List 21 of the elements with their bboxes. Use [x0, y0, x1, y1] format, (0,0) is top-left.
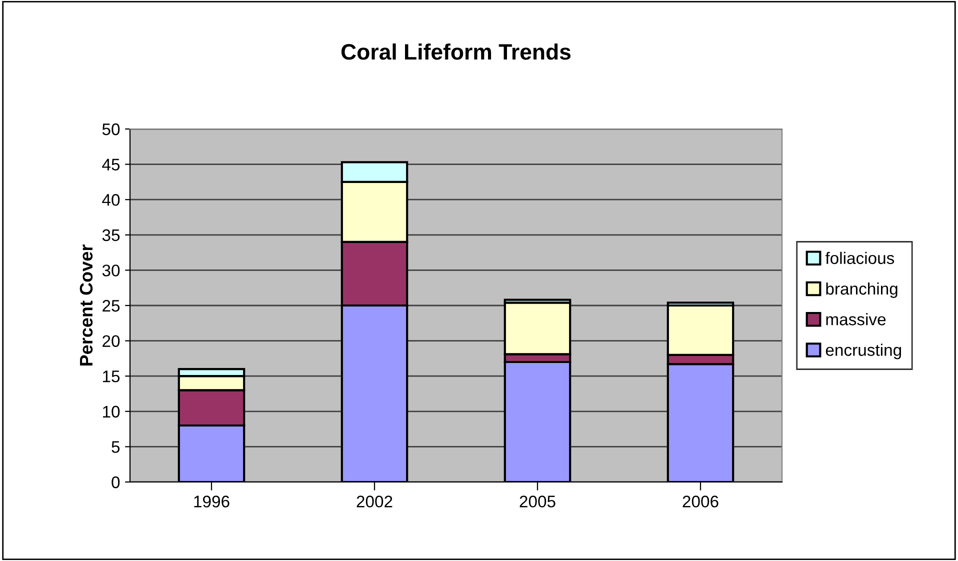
y-tick-label: 35 [102, 229, 120, 242]
y-tick-label: 50 [102, 123, 120, 136]
y-tick-label: 25 [102, 300, 120, 312]
legend-label: branching [826, 282, 898, 298]
y-axis-title: Percent Cover [80, 244, 93, 366]
x-tick-label: 2002 [356, 496, 392, 508]
y-tick-label: 30 [102, 264, 120, 276]
y-tick-label: 40 [102, 194, 120, 206]
x-tick-label: 2006 [682, 496, 718, 508]
y-tick-label: 15 [103, 370, 120, 382]
x-tick-label: 1996 [194, 496, 230, 508]
y-tick-label: 45 [102, 158, 120, 171]
legend-label: foliacious [825, 252, 894, 264]
x-tick-label: 2005 [520, 496, 556, 508]
y-tick-label: 5 [112, 441, 120, 453]
y-tick-label: 0 [112, 476, 120, 488]
legend-label: massive [826, 313, 886, 326]
y-tick-label: 10 [103, 406, 120, 418]
y-tick-label: 20 [102, 335, 120, 348]
chart-title: Coral Lifeform Trends [341, 43, 571, 60]
legend-label: encrusting [826, 344, 902, 360]
